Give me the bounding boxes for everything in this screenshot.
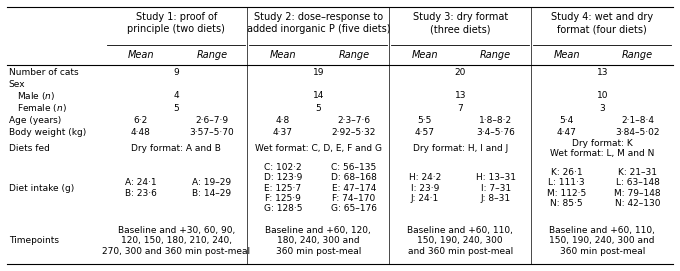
Text: Baseline and +30, 60, 90,
120, 150, 180, 210, 240,
270, 300 and 360 min post-mea: Baseline and +30, 60, 90, 120, 150, 180,…: [102, 226, 250, 256]
Text: 4·47: 4·47: [557, 128, 577, 137]
Text: 10: 10: [596, 91, 608, 100]
Text: Timepoints: Timepoints: [9, 236, 58, 245]
Text: 2·92–5·32: 2·92–5·32: [332, 128, 376, 137]
Text: 4·37: 4·37: [273, 128, 293, 137]
Text: Diet intake (g): Diet intake (g): [9, 183, 74, 193]
Text: Female ($\it{n}$): Female ($\it{n}$): [18, 102, 67, 114]
Text: Range: Range: [480, 50, 511, 60]
Text: Study 3: dry format
(three diets): Study 3: dry format (three diets): [413, 12, 508, 34]
Text: A: 24·1
B: 23·6: A: 24·1 B: 23·6: [125, 178, 157, 198]
Text: H: 13–31
I: 7–31
J: 8–31: H: 13–31 I: 7–31 J: 8–31: [476, 173, 515, 203]
Text: Baseline and +60, 120,
180, 240, 300 and
360 min post-meal: Baseline and +60, 120, 180, 240, 300 and…: [265, 226, 371, 256]
Text: 4: 4: [173, 91, 180, 100]
Text: H: 24·2
I: 23·9
J: 24·1: H: 24·2 I: 23·9 J: 24·1: [409, 173, 441, 203]
Text: Dry format: K
Wet format: L, M and N: Dry format: K Wet format: L, M and N: [550, 139, 654, 159]
Text: Range: Range: [622, 50, 653, 60]
Text: Sex: Sex: [9, 80, 25, 89]
Text: Age (years): Age (years): [9, 116, 61, 125]
Text: 3·4–5·76: 3·4–5·76: [476, 128, 515, 137]
Text: 4·8: 4·8: [275, 116, 290, 125]
Text: Mean: Mean: [411, 50, 438, 60]
Text: Body weight (kg): Body weight (kg): [9, 128, 86, 137]
Text: 6·2: 6·2: [134, 116, 148, 125]
Text: 13: 13: [596, 67, 608, 77]
Text: Mean: Mean: [554, 50, 580, 60]
Text: 5·5: 5·5: [418, 116, 432, 125]
Text: K: 26·1
L: 111·3
M: 112·5
N: 85·5: K: 26·1 L: 111·3 M: 112·5 N: 85·5: [547, 168, 586, 208]
Text: 5: 5: [316, 104, 321, 112]
Text: 5·4: 5·4: [560, 116, 574, 125]
Text: 3·84–5·02: 3·84–5·02: [615, 128, 660, 137]
Text: Study 1: proof of
principle (two diets): Study 1: proof of principle (two diets): [127, 12, 225, 34]
Text: Range: Range: [197, 50, 227, 60]
Text: Study 4: wet and dry
format (four diets): Study 4: wet and dry format (four diets): [551, 12, 653, 34]
Text: 9: 9: [173, 67, 180, 77]
Text: 1·8–8·2: 1·8–8·2: [479, 116, 512, 125]
Text: K: 21–31
L: 63–148
M: 79–148
N: 42–130: K: 21–31 L: 63–148 M: 79–148 N: 42–130: [615, 168, 661, 208]
Text: Dry format: H, I and J: Dry format: H, I and J: [413, 144, 508, 153]
Text: 2·3–7·6: 2·3–7·6: [337, 116, 371, 125]
Text: Study 2: dose–response to
added inorganic P (five diets): Study 2: dose–response to added inorgani…: [247, 12, 390, 34]
Text: 5: 5: [173, 104, 180, 112]
Text: 4·48: 4·48: [131, 128, 151, 137]
Text: A: 19–29
B: 14–29: A: 19–29 B: 14–29: [192, 178, 231, 198]
Text: 7: 7: [458, 104, 463, 112]
Text: 20: 20: [455, 67, 466, 77]
Text: Baseline and +60, 110,
150, 190, 240, 300
and 360 min post-meal: Baseline and +60, 110, 150, 190, 240, 30…: [407, 226, 513, 256]
Text: 13: 13: [454, 91, 466, 100]
Text: Wet format: C, D, E, F and G: Wet format: C, D, E, F and G: [255, 144, 382, 153]
Text: Number of cats: Number of cats: [9, 67, 78, 77]
Text: 19: 19: [313, 67, 324, 77]
Text: 2·1–8·4: 2·1–8·4: [622, 116, 654, 125]
Text: 3: 3: [599, 104, 605, 112]
Text: 3·57–5·70: 3·57–5·70: [190, 128, 234, 137]
Text: C: 102·2
D: 123·9
E: 125·7
F: 125·9
G: 128·5: C: 102·2 D: 123·9 E: 125·7 F: 125·9 G: 1…: [264, 163, 302, 213]
Text: Male ($\it{n}$): Male ($\it{n}$): [18, 90, 56, 102]
Text: Range: Range: [338, 50, 369, 60]
Text: C: 56–135
D: 68–168
E: 47–174
F: 74–170
G: 65–176: C: 56–135 D: 68–168 E: 47–174 F: 74–170 …: [331, 163, 377, 213]
Text: Dry format: A and B: Dry format: A and B: [131, 144, 221, 153]
Text: Mean: Mean: [269, 50, 296, 60]
Text: 2·6–7·9: 2·6–7·9: [195, 116, 228, 125]
Text: Baseline and +60, 110,
150, 190, 240, 300 and
360 min post-meal: Baseline and +60, 110, 150, 190, 240, 30…: [549, 226, 655, 256]
Text: 14: 14: [313, 91, 324, 100]
Text: 4·57: 4·57: [415, 128, 435, 137]
Text: Mean: Mean: [128, 50, 154, 60]
Text: Diets fed: Diets fed: [9, 144, 50, 153]
